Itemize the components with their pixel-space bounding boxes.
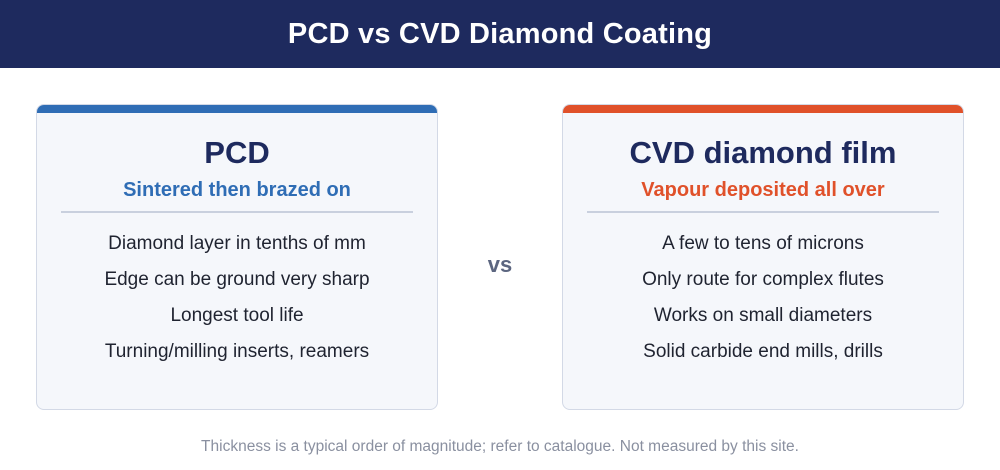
cvd-card-title: CVD diamond film [629,135,897,170]
page-title: PCD vs CVD Diamond Coating [287,17,713,50]
list-item: Works on small diameters [653,305,873,326]
pcd-card-subtitle: Sintered then brazed on [123,179,351,201]
list-item: Edge can be ground very sharp [104,269,370,290]
cvd-card-divider [587,211,939,213]
vs-label: vs [487,252,513,277]
pcd-card-title: PCD [204,135,270,170]
list-item: Turning/milling inserts, reamers [104,341,370,362]
cvd-card-subtitle: Vapour deposited all over [641,179,885,201]
footnote: Thickness is a typical order of magnitud… [201,438,799,455]
list-item: A few to tens of microns [662,233,864,254]
cvd-card-list: A few to tens of microns Only route for … [563,231,963,375]
cvd-card: CVD diamond film Vapour deposited all ov… [562,104,964,410]
pcd-card-list: Diamond layer in tenths of mm Edge can b… [37,231,437,375]
pcd-card-divider [61,211,413,213]
list-item: Solid carbide end mills, drills [643,341,883,362]
pcd-card: PCD Sintered then brazed on Diamond laye… [36,104,438,410]
list-item: Diamond layer in tenths of mm [108,233,366,254]
list-item: Only route for complex flutes [642,269,884,290]
pcd-card-accent-bar [37,105,437,113]
cvd-card-accent-bar [563,105,963,113]
header-banner: PCD vs CVD Diamond Coating [0,0,1000,68]
list-item: Longest tool life [170,305,304,326]
